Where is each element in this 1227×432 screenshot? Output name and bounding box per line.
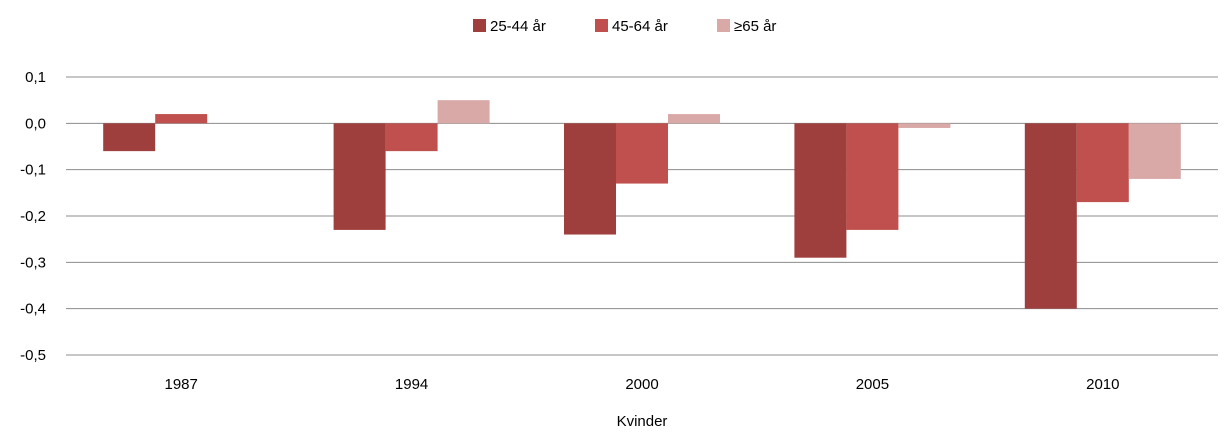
y-tick-label: -0,1 — [20, 162, 46, 179]
x-tick-label: 2010 — [1086, 376, 1119, 393]
legend-swatch — [595, 19, 608, 32]
legend-label: ≥65 år — [734, 18, 776, 35]
x-tick-label: 2005 — [856, 376, 889, 393]
bar-≥65 år-2000 — [668, 114, 720, 124]
legend-swatch — [473, 19, 486, 32]
y-tick-label: -0,5 — [20, 347, 46, 364]
bar-25-44 år-2005 — [794, 123, 847, 258]
y-tick-label: 0,1 — [25, 69, 46, 86]
x-tick-label: 2000 — [625, 376, 658, 393]
bar-45-64 år-1994 — [385, 123, 438, 152]
y-tick-label: -0,2 — [20, 208, 46, 225]
y-tick-label: -0,4 — [20, 301, 46, 318]
bar-25-44 år-1994 — [333, 123, 386, 230]
bar-45-64 år-2010 — [1076, 123, 1129, 203]
y-tick-label: 0,0 — [25, 115, 46, 132]
y-tick-label: -0,3 — [20, 254, 46, 271]
bars — [103, 100, 1181, 309]
y-axis: 0,1 0,0 -0,1 -0,2 -0,3 -0,4 -0,5 — [20, 69, 46, 364]
bar-≥65 år-2005 — [898, 123, 951, 128]
bar-≥65 år-2010 — [1128, 123, 1181, 179]
legend-swatch — [717, 19, 730, 32]
legend-label: 25-44 år — [490, 18, 546, 35]
legend-label: 45-64 år — [612, 18, 668, 35]
bar-25-44 år-2010 — [1024, 123, 1077, 309]
bar-45-64 år-2000 — [616, 123, 668, 184]
bar-25-44 år-2000 — [564, 123, 616, 235]
legend: 25-44 år 45-64 år ≥65 år — [473, 18, 776, 35]
bar-45-64 år-2005 — [846, 123, 899, 230]
x-axis: 1987 1994 2000 2005 2010 — [165, 376, 1120, 393]
bar-≥65 år-1994 — [437, 100, 490, 124]
x-axis-label: Kvinder — [617, 413, 668, 430]
x-tick-label: 1987 — [165, 376, 198, 393]
bar-45-64 år-1987 — [155, 114, 208, 124]
bar-25-44 år-1987 — [103, 123, 156, 152]
x-tick-label: 1994 — [395, 376, 428, 393]
